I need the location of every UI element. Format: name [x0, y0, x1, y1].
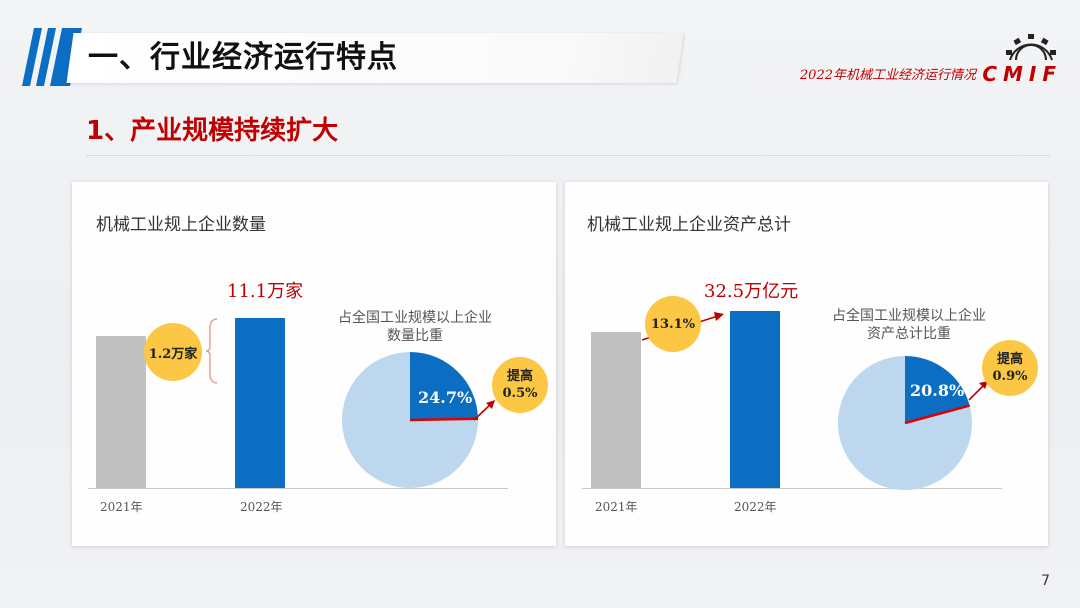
bar-baseline-right [582, 488, 1002, 489]
enterprise-count-title: 机械工业规上企业数量 [96, 215, 266, 235]
increase-brace [205, 318, 218, 384]
share-caption-line2-right: 资产总计比重 [867, 326, 951, 342]
enterprise-count-value: 11.1万家 [227, 281, 304, 302]
increase-bubble-assets: 13.1% [645, 296, 701, 352]
pie-increase-edge [409, 417, 479, 422]
rise-label-1: 提高 [506, 369, 533, 384]
pie-share-assets [838, 356, 972, 490]
rise-bubble-count: 提高 0.5% [492, 357, 548, 413]
share-caption-line1-right: 占全国工业规模以上企业 [832, 308, 986, 324]
section-subtitle: 1、产业规模持续扩大 [86, 116, 339, 146]
share-caption-line2: 数量比重 [387, 328, 443, 344]
year-label-2022: 2022年 [240, 500, 283, 514]
subtitle-divider [86, 155, 1050, 156]
gear-logo-icon [1006, 34, 1056, 61]
logo-text: CMIF [982, 62, 1062, 86]
pie-share-count [342, 352, 479, 488]
pie-pct-label-assets: 20.8% [910, 381, 965, 400]
year-label-2021: 2021年 [100, 500, 143, 514]
page-title: 一、行业经济运行特点 [88, 40, 398, 75]
arrow-count [473, 400, 495, 421]
bar-2022-count [235, 318, 285, 488]
asset-total-title: 机械工业规上企业资产总计 [587, 215, 791, 235]
rise-label-3: 提高 [996, 352, 1023, 367]
pie-share-slice [410, 352, 478, 420]
pie-pct-label-count: 24.7% [418, 388, 473, 407]
bar-2021-count [96, 336, 146, 488]
share-caption-count: 占全国工业规模以上企业 数量比重 [320, 309, 510, 345]
share-caption-assets: 占全国工业规模以上企业 资产总计比重 [814, 307, 1004, 343]
pie-share-slice [905, 356, 970, 423]
page-number: 7 [1041, 573, 1050, 589]
bar-baseline [88, 488, 508, 489]
asset-total-value: 32.5万亿元 [704, 281, 799, 302]
report-name: 2022年机械工业经济运行情况 [799, 68, 976, 83]
asset-total-card [565, 182, 1048, 546]
increase-bubble-count: 1.2万家 [144, 323, 202, 381]
rise-label-4: 0.9% [992, 369, 1028, 384]
year-label-2021-right: 2021年 [595, 500, 638, 514]
share-caption-line1: 占全国工业规模以上企业 [338, 310, 492, 326]
rise-label-2: 0.5% [502, 386, 538, 401]
bar-2022-assets [730, 311, 780, 488]
pie-increase-edge [904, 404, 971, 425]
rise-bubble-assets: 提高 0.9% [982, 340, 1038, 396]
bar-2021-assets [591, 331, 641, 488]
year-label-2022-right: 2022年 [734, 500, 777, 514]
